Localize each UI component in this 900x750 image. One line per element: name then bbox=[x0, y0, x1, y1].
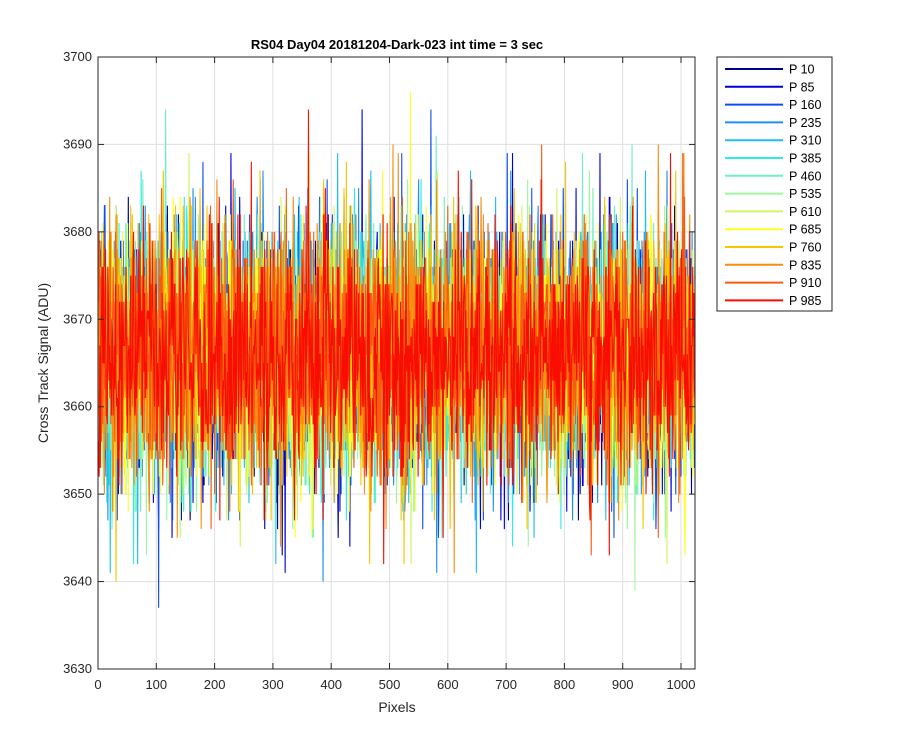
y-axis-label: Cross Track Signal (ADU) bbox=[35, 283, 51, 443]
x-axis-label: Pixels bbox=[378, 699, 415, 715]
legend-label: P 310 bbox=[789, 134, 821, 148]
legend-label: P 235 bbox=[789, 116, 821, 130]
legend-label: P 85 bbox=[789, 80, 815, 94]
legend-label: P 460 bbox=[789, 169, 821, 183]
series-lines bbox=[98, 91, 696, 608]
legend-box bbox=[716, 56, 833, 312]
x-tick-label: 900 bbox=[612, 677, 634, 692]
legend-label: P 910 bbox=[789, 276, 821, 290]
legend-label: P 535 bbox=[789, 187, 821, 201]
y-tick-label: 3640 bbox=[63, 574, 92, 589]
x-tick-label: 0 bbox=[94, 677, 101, 692]
x-tick-label: 800 bbox=[554, 677, 576, 692]
legend-item: P 385 bbox=[725, 152, 821, 166]
legend-item: P 835 bbox=[725, 258, 821, 272]
y-tick-label: 3650 bbox=[63, 486, 92, 501]
legend-item: P 235 bbox=[725, 116, 821, 130]
x-tick-label: 200 bbox=[204, 677, 226, 692]
legend-item: P 760 bbox=[725, 241, 821, 255]
y-tick-label: 3660 bbox=[63, 399, 92, 414]
y-axis: 3630 3640 3650 3660 3670 3680 3690 3700 bbox=[63, 49, 695, 676]
legend-label: P 760 bbox=[789, 241, 821, 255]
x-tick-label: 300 bbox=[262, 677, 284, 692]
chart-title: RS04 Day04 20181204-Dark-023 int time = … bbox=[251, 37, 543, 52]
legend-label: P 835 bbox=[789, 258, 821, 272]
x-tick-label: 600 bbox=[437, 677, 459, 692]
legend-label: P 10 bbox=[789, 63, 815, 77]
legend-label: P 685 bbox=[789, 223, 821, 237]
x-tick-label: 100 bbox=[145, 677, 167, 692]
x-tick-label: 500 bbox=[379, 677, 401, 692]
x-tick-label: 400 bbox=[320, 677, 342, 692]
legend-item: P 310 bbox=[725, 134, 821, 148]
legend-item: P 10 bbox=[725, 63, 815, 77]
legend-item: P 985 bbox=[725, 294, 821, 308]
legend-label: P 985 bbox=[789, 294, 821, 308]
legend-label: P 160 bbox=[789, 98, 821, 112]
legend-item: P 910 bbox=[725, 276, 821, 290]
legend-item: P 460 bbox=[725, 169, 821, 183]
legend-item: P 535 bbox=[725, 187, 821, 201]
y-tick-label: 3680 bbox=[63, 224, 92, 239]
y-tick-label: 3630 bbox=[63, 661, 92, 676]
y-tick-label: 3700 bbox=[63, 49, 92, 64]
y-tick-label: 3690 bbox=[63, 136, 92, 151]
legend-item: P 85 bbox=[725, 80, 815, 94]
legend-item: P 685 bbox=[725, 223, 821, 237]
legend: P 10 P 85 P 160 P 235 P 310 P 385 P 460 P 535 P … bbox=[716, 56, 833, 312]
legend-item: P 610 bbox=[725, 205, 821, 219]
series-line bbox=[98, 109, 696, 565]
x-axis: 0 100 200 300 400 500 600 700 800 900 1000 bbox=[94, 57, 695, 692]
x-tick-label: 1000 bbox=[667, 677, 696, 692]
legend-label: P 610 bbox=[789, 205, 821, 219]
legend-item: P 160 bbox=[725, 98, 821, 112]
x-tick-label: 700 bbox=[495, 677, 517, 692]
plot-frame bbox=[97, 56, 696, 670]
legend-label: P 385 bbox=[789, 152, 821, 166]
y-tick-label: 3670 bbox=[63, 311, 92, 326]
